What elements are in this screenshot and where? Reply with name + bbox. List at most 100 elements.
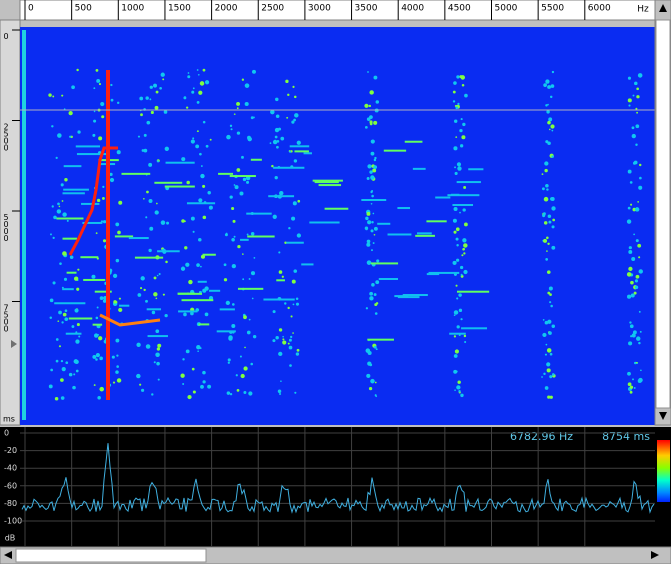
speckle (149, 98, 152, 101)
speckle (637, 73, 643, 78)
harmonic-streak (63, 165, 82, 168)
speckle (547, 120, 551, 125)
speckle (229, 392, 233, 396)
speckle (275, 335, 279, 340)
harmonic-streak (62, 237, 77, 240)
speckle (143, 133, 147, 137)
speckle (366, 211, 371, 216)
speckle (369, 170, 373, 174)
scroll-left[interactable] (4, 551, 12, 559)
speckle (136, 373, 141, 379)
speckle (95, 353, 100, 358)
speckle (204, 80, 210, 85)
speckle (99, 296, 104, 301)
speckle (92, 354, 97, 359)
speckle (454, 171, 458, 175)
speckle (77, 268, 80, 271)
speckle (137, 293, 142, 297)
harmonic-streak (114, 235, 134, 238)
speckle (191, 367, 195, 371)
scroll-up[interactable] (659, 4, 667, 12)
harmonic-streak (426, 273, 440, 276)
ruler-label: 5000 (2, 213, 11, 241)
speckle (635, 274, 640, 279)
speckle (541, 376, 543, 378)
speckle (365, 228, 368, 231)
speckle (243, 391, 247, 394)
speckle (374, 156, 377, 160)
time-readout: 8754 ms (602, 430, 650, 443)
scroll-right[interactable] (651, 551, 659, 559)
speckle (546, 362, 551, 367)
speckle (155, 90, 159, 94)
scroll-thumb-h[interactable] (15, 548, 207, 563)
speckle (369, 120, 373, 124)
speckle (628, 250, 633, 254)
speckle (196, 69, 199, 71)
speckle (627, 206, 631, 210)
speckle (545, 140, 549, 144)
speckle (464, 341, 467, 344)
speckle (551, 225, 555, 229)
harmonic-streak (181, 299, 214, 302)
speckle (628, 104, 631, 107)
speckle (453, 335, 457, 338)
speckle (274, 175, 278, 180)
harmonic-streak (404, 140, 423, 143)
speckle (633, 291, 637, 295)
scroll-down[interactable] (659, 412, 667, 420)
speckle (463, 222, 468, 227)
speckle (631, 333, 636, 338)
ruler-label: 2000 (215, 4, 238, 14)
speckle (102, 220, 107, 224)
speckle (542, 319, 545, 321)
scroll-thumb[interactable] (655, 19, 671, 409)
speckle (636, 208, 639, 212)
speckle (200, 384, 204, 389)
harmonic-streak (121, 172, 151, 175)
speckle (454, 166, 456, 169)
speckle (185, 106, 189, 109)
speckle (282, 338, 285, 341)
speckle (463, 269, 468, 275)
harmonic-streak (397, 207, 411, 210)
speckle (369, 296, 374, 301)
speckle (546, 236, 549, 240)
speckle (186, 180, 190, 185)
speckle (543, 83, 547, 88)
harmonic-streak (428, 271, 460, 274)
speckle (199, 152, 202, 156)
speckle (542, 332, 547, 338)
speckle (242, 253, 244, 255)
speckle (51, 205, 54, 208)
speckle (162, 78, 165, 81)
speckle (192, 230, 195, 233)
ruler-label: 3000 (308, 4, 331, 14)
harmonic-streak (451, 193, 460, 196)
speckle (56, 209, 62, 214)
speckle (294, 391, 297, 394)
speckle (239, 355, 242, 358)
speckle (198, 90, 203, 95)
speckle (548, 331, 552, 335)
speckle (634, 361, 637, 365)
speckle (296, 233, 302, 238)
harmonic-streak (218, 172, 234, 175)
harmonic-streak (63, 188, 89, 191)
speckle (209, 138, 212, 141)
speckle (636, 111, 639, 114)
speckle (548, 128, 551, 131)
harmonic-streak (165, 161, 195, 164)
speckle (235, 374, 238, 377)
speckle (158, 273, 161, 276)
speckle (627, 371, 631, 376)
speckle (549, 352, 553, 356)
speckle (190, 139, 195, 144)
speckle (372, 168, 377, 173)
speckle (371, 189, 374, 192)
speckle (627, 76, 631, 80)
speckle (192, 87, 195, 90)
speckle (112, 381, 116, 384)
speckle (225, 232, 228, 235)
speckle (156, 347, 161, 351)
